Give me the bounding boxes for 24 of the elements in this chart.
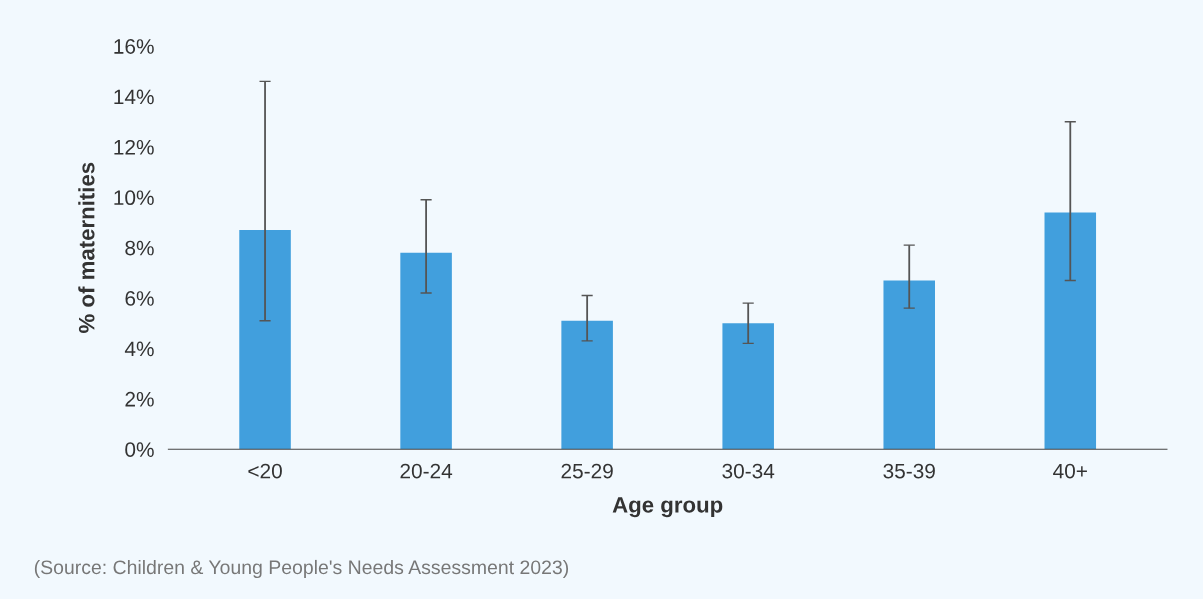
y-tick-label: 16% (114, 39, 154, 54)
x-tick-label: 40+ (1053, 463, 1087, 479)
y-tick-label: 0% (125, 442, 154, 457)
bar (239, 230, 291, 450)
y-axis-title: % of maternities (78, 162, 95, 333)
x-tick-label: 35-39 (883, 463, 935, 479)
y-tick-label: 12% (114, 139, 154, 155)
y-tick-label: 10% (114, 190, 154, 206)
bar (561, 320, 613, 450)
y-tick-label: 2% (125, 391, 154, 407)
text: (Source: Children & Young People's Needs Assessment 2023) (34, 559, 569, 579)
x-tick-label: 20-24 (400, 463, 453, 479)
x-tick-label: 25-29 (561, 463, 613, 479)
y-tick-label: 6% (125, 291, 154, 306)
bar (722, 323, 774, 450)
x-tick-label: 30-34 (722, 463, 775, 479)
y-tick-label: 8% (125, 240, 154, 256)
y-tick-label: 14% (114, 89, 154, 105)
x-axis-title: Age group (612, 497, 723, 518)
bar (883, 280, 935, 450)
bar (1044, 212, 1097, 450)
y-tick-label: 4% (124, 341, 154, 357)
bar (400, 252, 452, 450)
x-tick-label: <20 (248, 463, 282, 479)
